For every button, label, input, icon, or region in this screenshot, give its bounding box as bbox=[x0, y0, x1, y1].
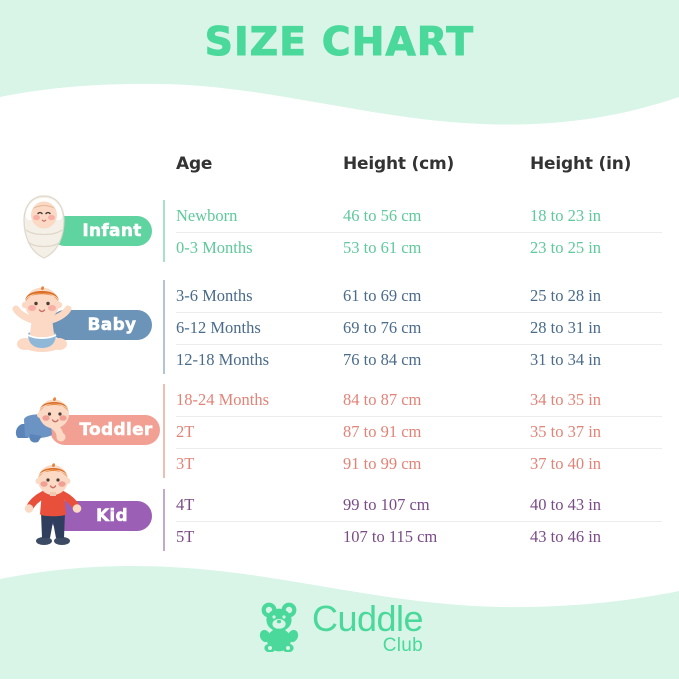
cell-age: Newborn bbox=[176, 206, 238, 225]
teddy-bear-icon bbox=[256, 600, 308, 657]
cell-height-in: 34 to 35 in bbox=[530, 390, 602, 409]
row-separator bbox=[176, 312, 662, 313]
sitting-baby-icon bbox=[10, 282, 74, 359]
row-separator bbox=[176, 344, 662, 345]
footer-banner bbox=[0, 549, 679, 679]
table-header-row: Age Height (cm) Height (in) bbox=[0, 154, 679, 180]
category-badge-toddler[interactable]: Toddler bbox=[50, 415, 160, 445]
cell-height-in: 40 to 43 in bbox=[530, 495, 602, 514]
cell-age: 4T bbox=[176, 495, 195, 514]
table-row: 2T 87 to 91 cm 35 to 37 in bbox=[163, 416, 663, 448]
brand-name-primary: Cuddle bbox=[311, 598, 424, 640]
cell-age: 18-24 Months bbox=[176, 390, 270, 409]
footer-wave-shape bbox=[0, 565, 679, 679]
group-accent-bar-toddler bbox=[163, 384, 165, 478]
brand-name-secondary: Club bbox=[382, 634, 424, 656]
category-badge-label: Toddler bbox=[79, 420, 153, 441]
table-row: 3-6 Months 61 to 69 cm 25 to 28 in bbox=[163, 280, 663, 312]
cell-height-cm: 84 to 87 cm bbox=[343, 390, 422, 409]
header-wave-shape bbox=[0, 0, 679, 125]
brand-logo: Cuddle Club bbox=[0, 600, 679, 657]
cell-height-in: 23 to 25 in bbox=[530, 238, 602, 257]
cell-height-in: 37 to 40 in bbox=[530, 454, 602, 473]
cell-height-in: 43 to 46 in bbox=[530, 527, 602, 546]
table-row: 6-12 Months 69 to 76 cm 28 to 31 in bbox=[163, 312, 663, 344]
standing-boy-icon bbox=[22, 462, 84, 551]
cell-age: 5T bbox=[176, 527, 195, 546]
cell-height-in: 31 to 34 in bbox=[530, 350, 602, 369]
cell-age: 2T bbox=[176, 422, 195, 441]
cell-height-cm: 87 to 91 cm bbox=[343, 422, 422, 441]
group-accent-bar-kid bbox=[163, 489, 165, 551]
header-banner bbox=[0, 0, 679, 130]
cell-age: 3T bbox=[176, 454, 195, 473]
cell-height-cm: 69 to 76 cm bbox=[343, 318, 422, 337]
table-row: 12-18 Months 76 to 84 cm 31 to 34 in bbox=[163, 344, 663, 376]
group-accent-bar-baby bbox=[163, 280, 165, 374]
cell-height-in: 25 to 28 in bbox=[530, 286, 602, 305]
table-row: 5T 107 to 115 cm 43 to 46 in bbox=[163, 521, 663, 553]
cell-height-in: 18 to 23 in bbox=[530, 206, 602, 225]
row-separator bbox=[176, 416, 662, 417]
table-row: 3T 91 to 99 cm 37 to 40 in bbox=[163, 448, 663, 480]
cell-height-cm: 107 to 115 cm bbox=[343, 527, 438, 546]
row-separator bbox=[176, 521, 662, 522]
cell-height-in: 35 to 37 in bbox=[530, 422, 602, 441]
cell-height-cm: 99 to 107 cm bbox=[343, 495, 430, 514]
swaddled-baby-icon bbox=[14, 190, 74, 267]
cell-age: 6-12 Months bbox=[176, 318, 261, 337]
table-row: 18-24 Months 84 to 87 cm 34 to 35 in bbox=[163, 384, 663, 416]
cell-height-cm: 61 to 69 cm bbox=[343, 286, 422, 305]
category-badge-label: Infant bbox=[82, 221, 142, 242]
cell-age: 12-18 Months bbox=[176, 350, 270, 369]
cell-height-cm: 91 to 99 cm bbox=[343, 454, 422, 473]
crawling-toddler-icon bbox=[10, 392, 80, 457]
row-separator bbox=[176, 232, 662, 233]
column-header-height-in: Height (in) bbox=[530, 154, 632, 174]
group-accent-bar-infant bbox=[163, 200, 165, 262]
column-header-height-cm: Height (cm) bbox=[343, 154, 455, 174]
cell-age: 3-6 Months bbox=[176, 286, 253, 305]
category-badge-label: Baby bbox=[87, 315, 137, 336]
table-row: 4T 99 to 107 cm 40 to 43 in bbox=[163, 489, 663, 521]
page-title: SIZE CHART bbox=[204, 19, 475, 65]
table-row: Newborn 46 to 56 cm 18 to 23 in bbox=[163, 200, 663, 232]
row-separator bbox=[176, 448, 662, 449]
cell-height-cm: 46 to 56 cm bbox=[343, 206, 422, 225]
table-row: 0-3 Months 53 to 61 cm 23 to 25 in bbox=[163, 232, 663, 264]
cell-height-in: 28 to 31 in bbox=[530, 318, 602, 337]
category-badge-infant[interactable]: Infant bbox=[50, 216, 152, 246]
cell-height-cm: 53 to 61 cm bbox=[343, 238, 422, 257]
column-header-age: Age bbox=[176, 154, 213, 174]
category-badge-kid[interactable]: Kid bbox=[50, 501, 152, 531]
cell-height-cm: 76 to 84 cm bbox=[343, 350, 422, 369]
cell-age: 0-3 Months bbox=[176, 238, 253, 257]
category-badge-label: Kid bbox=[95, 506, 129, 527]
